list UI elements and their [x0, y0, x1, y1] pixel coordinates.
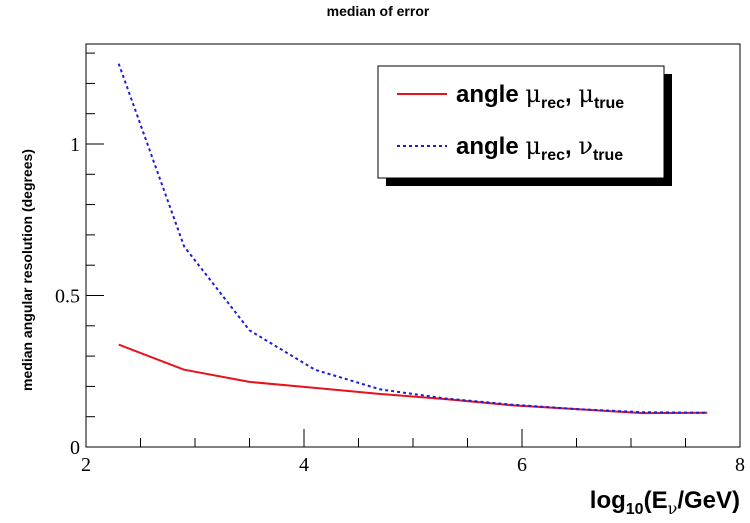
legend-label-2: angle μrec, νtrue: [456, 132, 623, 164]
chart-title: median of error: [327, 3, 430, 19]
x-tick-label: 2: [81, 454, 91, 476]
y-tick-label: 1: [70, 134, 80, 156]
series-line-2: [117, 63, 708, 414]
x-tick-label: 8: [735, 454, 745, 476]
y-tick-label: 0.5: [55, 285, 80, 307]
x-axis-tick-labels: 2 4 6 8: [81, 454, 745, 476]
series-line-1: [118, 343, 708, 415]
series-group: [117, 63, 708, 415]
y-axis-ticks: [86, 52, 104, 448]
legend: angle μrec, μtrue angle μrec, νtrue: [377, 65, 672, 186]
y-axis-tick-labels: 00.51: [55, 134, 80, 459]
x-axis-ticks: [85, 429, 741, 447]
y-axis-label: median angular resolution (degrees): [19, 149, 35, 391]
x-axis-label: log10(Eν/GeV): [590, 487, 740, 518]
x-tick-label: 4: [299, 454, 309, 476]
legend-entry-2: angle μrec, νtrue: [397, 132, 623, 164]
legend-label-1: angle μrec, μtrue: [456, 80, 624, 112]
legend-entry-1: angle μrec, μtrue: [397, 80, 624, 112]
x-tick-label: 6: [517, 454, 527, 476]
y-tick-label: 0: [70, 437, 80, 459]
